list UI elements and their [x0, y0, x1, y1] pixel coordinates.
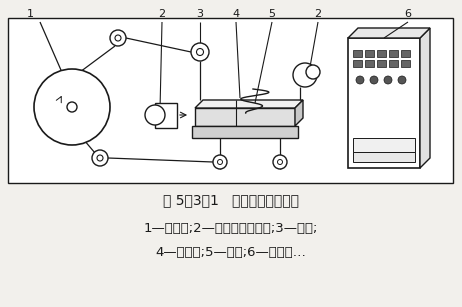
Bar	[192, 126, 298, 138]
Circle shape	[34, 69, 110, 145]
Text: 图 5－3－1   电火花线切割原理: 图 5－3－1 电火花线切割原理	[163, 193, 299, 207]
Polygon shape	[348, 28, 430, 38]
Circle shape	[67, 102, 77, 112]
Bar	[353, 138, 415, 152]
Bar	[389, 50, 398, 57]
Circle shape	[370, 76, 378, 84]
Bar	[377, 60, 386, 67]
Circle shape	[356, 76, 364, 84]
Bar	[8, 18, 453, 183]
Bar	[401, 60, 410, 67]
Bar	[353, 50, 362, 57]
Circle shape	[278, 160, 282, 165]
Text: 2: 2	[158, 9, 165, 19]
Polygon shape	[295, 100, 303, 126]
Circle shape	[273, 155, 287, 169]
Circle shape	[293, 63, 317, 87]
Circle shape	[213, 155, 227, 169]
Bar	[365, 50, 374, 57]
Circle shape	[218, 160, 223, 165]
Circle shape	[196, 49, 203, 56]
Text: 3: 3	[196, 9, 203, 19]
Text: 1: 1	[26, 9, 34, 19]
Text: 4—电极丝;5—工件;6—脉冲电…: 4—电极丝;5—工件;6—脉冲电…	[156, 246, 306, 258]
Circle shape	[145, 105, 165, 125]
Bar	[365, 60, 374, 67]
Bar	[389, 60, 398, 67]
Circle shape	[306, 65, 320, 79]
Polygon shape	[195, 100, 303, 108]
Bar	[401, 50, 410, 57]
Bar	[353, 60, 362, 67]
Circle shape	[92, 150, 108, 166]
Text: 1—贮丝筒;2—工作台驱动电机;3—导轮;: 1—贮丝筒;2—工作台驱动电机;3—导轮;	[144, 221, 318, 235]
Bar	[195, 108, 295, 126]
Circle shape	[97, 155, 103, 161]
Circle shape	[191, 43, 209, 61]
Text: 4: 4	[232, 9, 240, 19]
Bar	[155, 103, 177, 128]
Circle shape	[384, 76, 392, 84]
Circle shape	[115, 35, 121, 41]
Bar	[353, 152, 415, 162]
Circle shape	[398, 76, 406, 84]
Bar	[348, 38, 420, 168]
Bar	[377, 50, 386, 57]
Text: 2: 2	[315, 9, 322, 19]
Polygon shape	[420, 28, 430, 168]
Text: 5: 5	[268, 9, 275, 19]
Circle shape	[110, 30, 126, 46]
Text: 6: 6	[405, 9, 412, 19]
